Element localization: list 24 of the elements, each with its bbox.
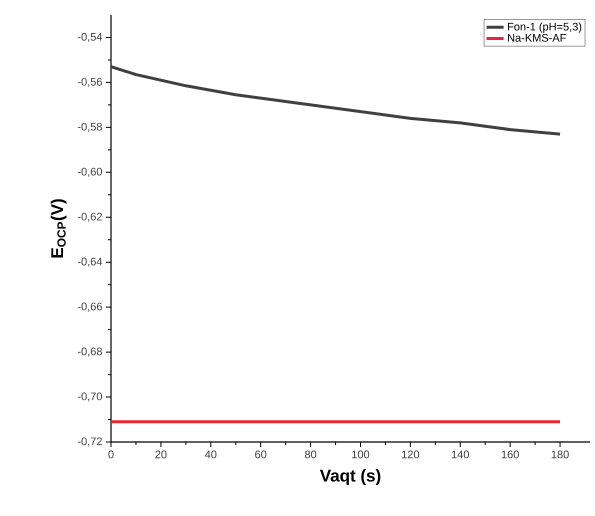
x-axis-title: Vaqt (s): [320, 469, 380, 486]
y-axis-title: E$_{OCP}$(V): [50, 199, 67, 258]
y-tick-label: -0,68: [78, 348, 102, 357]
x-tick-label: 140: [452, 450, 469, 458]
y-tick-label: -0,60: [78, 168, 102, 177]
y-tick-label: -0,66: [78, 302, 102, 312]
y-tick-label: -0,70: [78, 392, 102, 402]
y-tick-label: -0,62: [78, 212, 102, 222]
x-tick-label: 20: [155, 450, 167, 458]
legend-label: Fon-1 (pH=5,3): [508, 22, 582, 33]
x-tick-label: 160: [502, 450, 519, 458]
y-tick-label: -0,64: [78, 258, 102, 267]
y-tick-label: -0,58: [78, 122, 102, 132]
x-tick-label: 120: [402, 450, 420, 458]
x-tick-label: 40: [204, 450, 216, 458]
y-tick-label: -0,72: [78, 437, 102, 447]
x-tick-label: 180: [552, 450, 569, 458]
x-tick-label: 60: [255, 450, 266, 458]
x-tick-label: 100: [352, 450, 370, 458]
y-tick-label: -0,54: [78, 32, 102, 42]
x-tick-label: 80: [304, 450, 316, 458]
y-tick-label: -0,56: [78, 78, 102, 87]
x-tick-label: 0: [108, 450, 114, 458]
legend-label: Na-KMS-AF: [508, 34, 566, 42]
